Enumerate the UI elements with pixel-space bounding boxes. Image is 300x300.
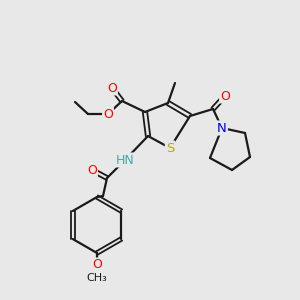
Text: HN: HN bbox=[116, 154, 134, 166]
Text: O: O bbox=[103, 107, 113, 121]
Text: O: O bbox=[107, 82, 117, 94]
Text: S: S bbox=[166, 142, 174, 154]
Text: O: O bbox=[92, 259, 102, 272]
Text: CH₃: CH₃ bbox=[87, 273, 107, 283]
Text: N: N bbox=[217, 122, 227, 134]
Text: O: O bbox=[220, 89, 230, 103]
Text: O: O bbox=[87, 164, 97, 176]
